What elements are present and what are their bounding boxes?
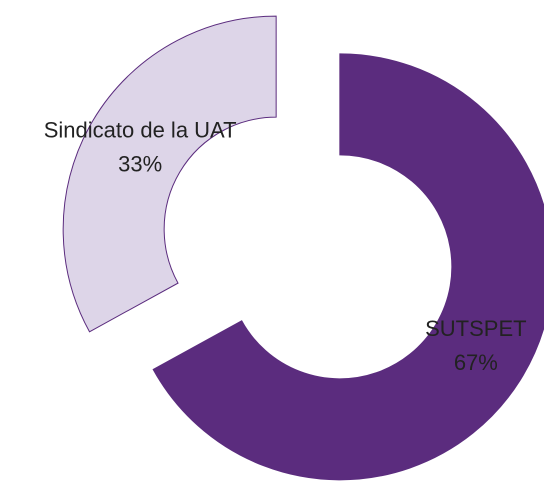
slice-label: Sindicato de la UAT	[44, 118, 237, 143]
slice-value-label: 67%	[454, 350, 498, 375]
slice-value-label: 33%	[118, 152, 162, 177]
donut-slice	[152, 53, 544, 481]
donut-slice	[62, 15, 277, 333]
slice-label: SUTSPET	[425, 316, 526, 341]
